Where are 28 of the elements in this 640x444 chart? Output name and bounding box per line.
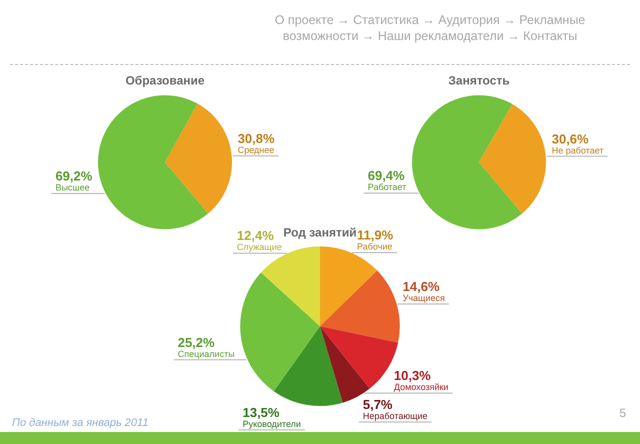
data-label: 10,3%: [394, 368, 432, 384]
data-label: 69,4%: [368, 168, 406, 184]
slice-label: Специалисты: [178, 348, 235, 359]
slice-label: Рабочие: [357, 242, 392, 252]
slice-label: Учащиеся: [402, 293, 445, 303]
slice-label: Служащие: [236, 242, 282, 252]
text: О проекте → Статистика → Аудитория → Рекламные возможности → Наши рекламодатели → Контакты: [274, 12, 586, 44]
slice-label: Высшее: [55, 182, 90, 193]
data-label: 13,5%: [242, 404, 280, 420]
slice-label: Руководители: [242, 418, 301, 429]
chart-title: Род занятий: [283, 226, 357, 240]
slice-label: Домохозяйки: [394, 382, 448, 392]
slice-label: Работает: [368, 182, 406, 192]
data-label: 5,7%: [362, 396, 393, 412]
data-label: 12,4%: [236, 228, 274, 244]
data-label: 25,2%: [178, 334, 216, 350]
text: По данным за январь 2011: [12, 417, 148, 429]
chart-title: Занятость: [448, 74, 510, 88]
data-label: 69,2%: [55, 168, 93, 184]
data-label: 30,8%: [238, 130, 275, 146]
data-label: 30,6%: [552, 131, 590, 146]
data-label: 14,6%: [402, 279, 440, 294]
data-label: 11,9%: [357, 228, 394, 243]
slice-label: Не работает: [552, 145, 604, 156]
text: 5: [618, 406, 626, 420]
chart-title: Образование: [125, 74, 205, 88]
slice-label: Неработающие: [362, 410, 428, 421]
slice-label: Среднее: [238, 144, 274, 155]
